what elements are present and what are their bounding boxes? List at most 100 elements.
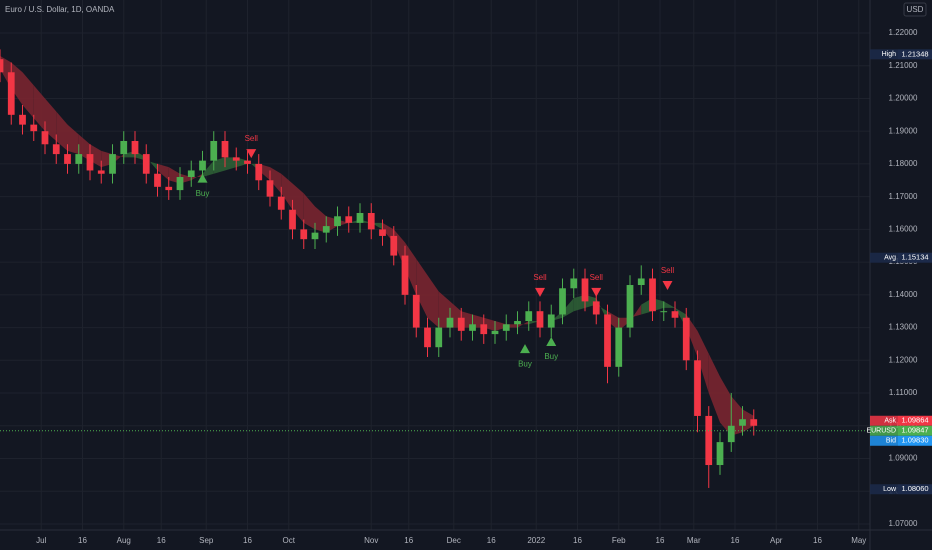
candle-body [750, 419, 758, 426]
price-label-value: 1.08060 [901, 484, 928, 493]
candle-body [592, 301, 600, 315]
x-tick-label: 16 [573, 536, 582, 545]
candle-body [64, 154, 71, 164]
candle-body [300, 229, 308, 240]
ribbon-segment [191, 173, 203, 181]
signal-label: Buy [544, 352, 558, 361]
ribbon-segment [405, 242, 417, 295]
candle-body [581, 278, 589, 302]
ribbon-segment [663, 301, 675, 308]
candle-body [221, 141, 229, 158]
candle-body [52, 144, 60, 155]
price-label-value: 1.09864 [901, 416, 928, 425]
candle-body [356, 213, 364, 223]
ribbon-segment [742, 409, 754, 433]
x-tick-label: 16 [404, 536, 413, 545]
price-label-name-box [870, 252, 898, 263]
price-label-name: Avg [884, 255, 896, 262]
candle-body [30, 124, 38, 132]
candle-body [536, 311, 544, 328]
candle-body [322, 226, 330, 233]
ribbon-segment [720, 376, 732, 436]
y-tick-label: 1.16000 [889, 224, 918, 233]
candle-body [277, 196, 285, 210]
x-tick-label: Apr [770, 536, 783, 545]
candle-body [367, 213, 375, 230]
x-tick-label: Jul [36, 536, 46, 545]
chart-title: Euro / U.S. Dollar, 1D, OANDA [5, 5, 115, 14]
y-tick-label: 1.11000 [889, 388, 918, 397]
candle-body [649, 278, 656, 312]
candle-body [626, 285, 634, 328]
y-tick-label: 1.20000 [889, 94, 918, 103]
x-tick-label: Mar [687, 536, 701, 545]
y-tick-label: 1.18000 [889, 159, 918, 168]
x-tick-label: 16 [813, 536, 822, 545]
price-label-box [898, 425, 932, 436]
x-tick-label: Aug [117, 536, 131, 545]
ribbon-segment [427, 275, 439, 328]
candle-body [637, 278, 645, 286]
candle-body [165, 186, 173, 191]
candle-body [682, 317, 690, 361]
price-label-value: 1.09847 [901, 426, 928, 435]
price-label-name: EURUSD [866, 428, 896, 435]
ribbon-segment [697, 330, 709, 394]
candle-body [469, 324, 476, 331]
x-tick-label: 2022 [527, 536, 545, 545]
ribbon-segment [281, 173, 293, 210]
candle-body [86, 154, 94, 171]
x-tick-label: Feb [612, 536, 626, 545]
candle-body [727, 425, 735, 443]
candle-body [334, 216, 341, 227]
candle-body [379, 229, 386, 236]
candle-body [716, 442, 724, 466]
candle-body [660, 311, 668, 313]
price-label-name: High [882, 51, 897, 58]
ribbon-segment [22, 72, 34, 119]
candle-body [401, 255, 409, 295]
y-tick-label: 1.19000 [889, 126, 918, 135]
candle-body [75, 154, 83, 164]
x-tick-label: 16 [656, 536, 665, 545]
ribbon-segment [45, 98, 57, 142]
plot: Buy Sell Buy Sell Buy Sell Sell [0, 49, 870, 488]
candle-body [694, 360, 701, 416]
signal-label: Sell [590, 273, 604, 282]
currency-box [903, 2, 927, 17]
x-tick-label: 16 [78, 536, 87, 545]
signal-marker [246, 149, 257, 159]
candle-body [457, 317, 465, 331]
candle-body [446, 317, 454, 328]
ribbon-segment [270, 167, 282, 194]
ribbon-segment [56, 111, 68, 151]
price-label-value: 1.21348 [901, 49, 928, 58]
y-tick-label: 1.12000 [889, 355, 918, 364]
x-tick-label: Dec [447, 536, 461, 545]
signal-marker [662, 281, 673, 291]
price-label-name-box [870, 49, 898, 60]
candle-body [120, 141, 128, 155]
candle-body [705, 415, 713, 466]
candle-body [19, 114, 26, 125]
candle-body [266, 180, 274, 197]
candle-body [255, 163, 263, 181]
ribbon-segment [517, 321, 529, 328]
candle-body [345, 216, 353, 223]
y-tick-label: 1.21000 [889, 61, 918, 70]
x-tick-label: Sep [199, 536, 214, 545]
candle-body [41, 131, 49, 145]
candle-body [604, 314, 611, 367]
candle-body [244, 160, 251, 164]
price-label-name-box [870, 425, 898, 436]
x-tick-label: May [851, 536, 866, 545]
candle-body [739, 419, 746, 426]
x-tick-label: Nov [364, 536, 378, 545]
ribbon-segment [495, 321, 507, 331]
ribbon-segment [416, 258, 428, 318]
y-tick-label: 1.07000 [889, 519, 918, 528]
